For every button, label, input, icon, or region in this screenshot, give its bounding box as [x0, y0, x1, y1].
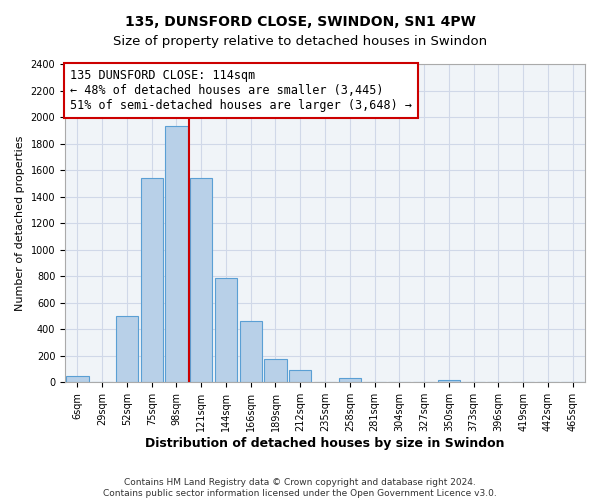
Bar [437, 380, 460, 382]
Text: 135 DUNSFORD CLOSE: 114sqm
← 48% of detached houses are smaller (3,445)
51% of s: 135 DUNSFORD CLOSE: 114sqm ← 48% of deta… [70, 69, 412, 112]
Text: Contains HM Land Registry data © Crown copyright and database right 2024.
Contai: Contains HM Land Registry data © Crown c… [103, 478, 497, 498]
Y-axis label: Number of detached properties: Number of detached properties [15, 136, 25, 311]
Bar [265, 359, 287, 382]
Text: Size of property relative to detached houses in Swindon: Size of property relative to detached ho… [113, 35, 487, 48]
Text: 135, DUNSFORD CLOSE, SWINDON, SN1 4PW: 135, DUNSFORD CLOSE, SWINDON, SN1 4PW [125, 15, 475, 29]
Bar [66, 376, 89, 382]
X-axis label: Distribution of detached houses by size in Swindon: Distribution of detached houses by size … [145, 437, 505, 450]
Bar [190, 178, 212, 382]
Bar [338, 378, 361, 382]
Bar [116, 316, 138, 382]
Bar [239, 320, 262, 382]
Bar [166, 126, 188, 382]
Bar [289, 370, 311, 382]
Bar [215, 278, 237, 382]
Bar [140, 178, 163, 382]
